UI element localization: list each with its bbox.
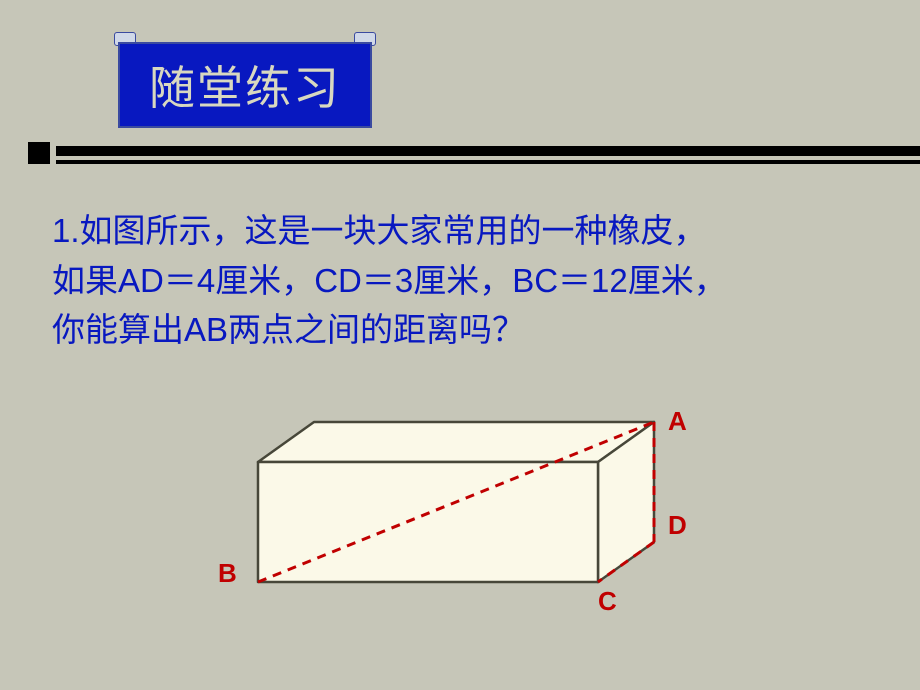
title-text: 随堂练习: [149, 52, 341, 118]
label-c: C: [598, 586, 617, 617]
title-banner: 随堂练习: [118, 36, 372, 128]
cuboid-svg: [218, 402, 718, 622]
divider-bottom: [56, 160, 920, 164]
problem-line-2: 如果AD＝4厘米，CD＝3厘米，BC＝12厘米，: [52, 256, 872, 306]
diagram: A B C D: [218, 402, 718, 622]
problem-line-3: 你能算出AB两点之间的距离吗？: [52, 305, 872, 355]
slide-root: 随堂练习 1.如图所示，这是一块大家常用的一种橡皮， 如果AD＝4厘米，CD＝3…: [0, 0, 920, 690]
label-b: B: [218, 558, 237, 589]
divider-top: [56, 146, 920, 156]
problem-text: 1.如图所示，这是一块大家常用的一种橡皮， 如果AD＝4厘米，CD＝3厘米，BC…: [52, 206, 872, 355]
label-d: D: [668, 510, 687, 541]
divider: [0, 146, 920, 164]
scroll-body: 随堂练习: [118, 42, 372, 128]
label-a: A: [668, 406, 687, 437]
problem-line-1: 1.如图所示，这是一块大家常用的一种橡皮，: [52, 206, 872, 256]
